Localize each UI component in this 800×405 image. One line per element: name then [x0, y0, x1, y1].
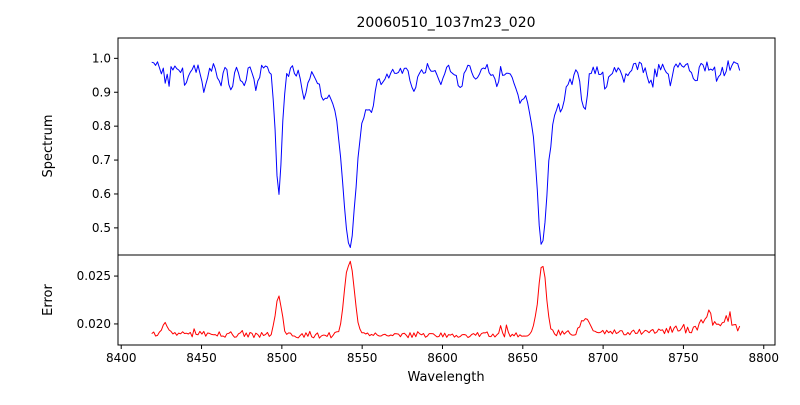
x-axis: 8400 8450 8500 8550 8600 8650 8700 8750 8800	[106, 345, 779, 365]
spectrum-y-tick-label: 0.7	[92, 153, 111, 167]
spectrum-y-axis-label: Spectrum	[41, 115, 56, 178]
spectrum-y-tick-label: 0.8	[92, 119, 111, 133]
x-tick-label: 8500	[267, 351, 298, 365]
error-panel: 0.020 0.025 Error	[41, 254, 776, 346]
error-y-tick-label: 0.025	[77, 269, 111, 283]
chart-title: 20060510_1037m23_020	[356, 15, 535, 31]
spectrum-line	[151, 60, 741, 248]
x-tick-label: 8550	[347, 351, 378, 365]
spectrum-y-tick-label: 0.5	[92, 221, 111, 235]
spectrum-y-axis: 0.5 0.6 0.7 0.8 0.9 1.0	[92, 51, 118, 235]
spectrum-y-tick-label: 0.9	[92, 85, 111, 99]
error-y-tick-label: 0.020	[77, 317, 111, 331]
error-y-axis: 0.020 0.025	[77, 269, 118, 331]
x-tick-label: 8800	[748, 351, 779, 365]
error-line	[151, 260, 741, 339]
x-tick-label: 8700	[588, 351, 619, 365]
x-tick-label: 8750	[668, 351, 699, 365]
error-axes-box	[117, 254, 776, 346]
x-axis-label: Wavelength	[407, 370, 484, 385]
spectrum-y-tick-label: 1.0	[92, 51, 111, 65]
spectrum-y-tick-label: 0.6	[92, 187, 111, 201]
x-tick-label: 8400	[106, 351, 137, 365]
x-tick-label: 8450	[186, 351, 217, 365]
x-tick-label: 8650	[508, 351, 539, 365]
error-y-axis-label: Error	[41, 284, 56, 316]
x-tick-label: 8600	[427, 351, 458, 365]
